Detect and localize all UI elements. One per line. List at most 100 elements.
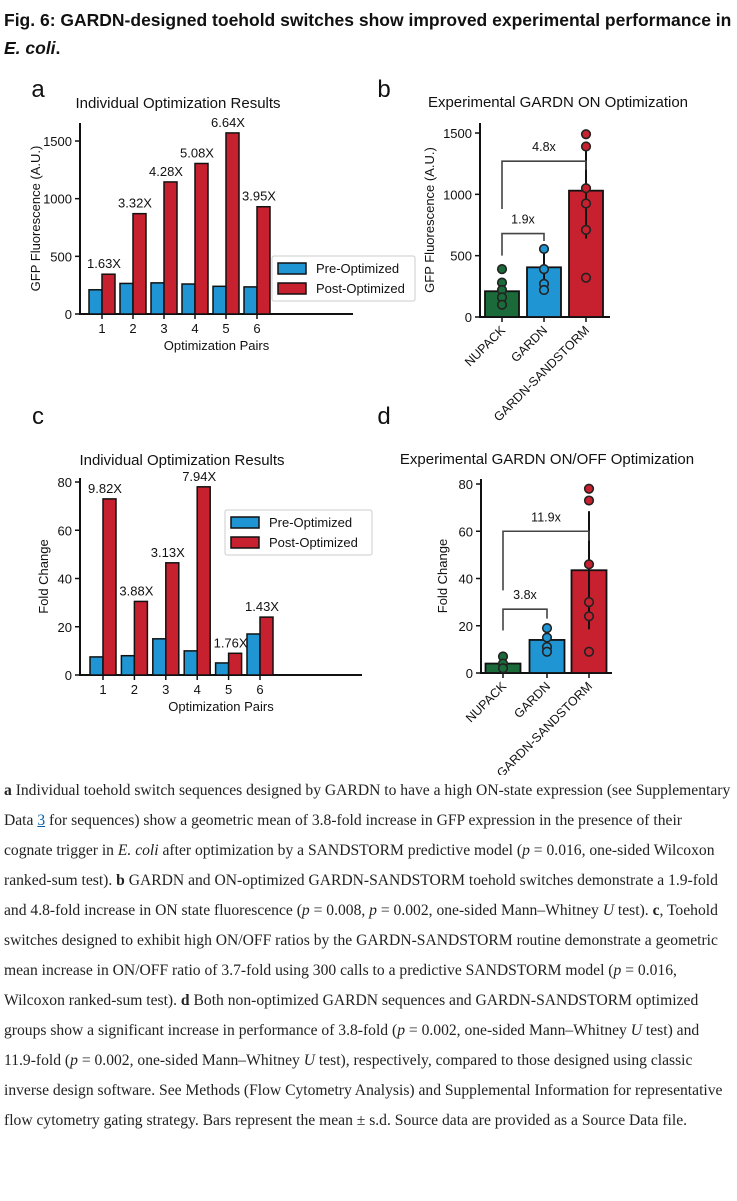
- bar-pre-optimized: [152, 638, 167, 676]
- x-axis-label: Optimization Pairs: [168, 699, 274, 714]
- data-point: [583, 611, 595, 622]
- bar-post-optimized: [165, 562, 180, 676]
- caption-text: = 0.002, one-sided Mann–Whitney: [77, 1052, 304, 1069]
- chart-title: Experimental GARDN ON/OFF Optimization: [400, 451, 694, 468]
- bracket-fold-label: 11.9x: [531, 510, 561, 524]
- fold-change-label: 3.32X: [118, 196, 152, 211]
- data-point: [496, 264, 508, 275]
- caption-text: U: [303, 1052, 315, 1069]
- caption-text: p: [301, 902, 310, 919]
- x-tick-label: 5: [222, 321, 229, 336]
- bracket-fold-label: 4.8x: [532, 140, 556, 154]
- y-tick-label: 20: [58, 620, 72, 635]
- x-tick-label: 6: [256, 682, 263, 697]
- y-tick-label: 60: [459, 524, 473, 539]
- caption-text: p: [522, 842, 530, 859]
- data-point: [583, 597, 595, 608]
- x-tick-label: 6: [253, 321, 260, 336]
- caption-text: = 0.008,: [309, 902, 370, 919]
- legend-swatch: [230, 516, 260, 529]
- panel-d: d Experimental GARDN ON/OFF Optimization F…: [377, 403, 694, 780]
- x-tick-label: GARDN: [511, 679, 553, 721]
- chart-title: Individual Optimization Results: [75, 95, 280, 112]
- data-point: [580, 129, 592, 140]
- caption-panel-label: c: [652, 902, 660, 919]
- data-point: [541, 632, 553, 643]
- caption-text: Individual toehold switch sequences desi…: [4, 782, 731, 829]
- bar-pre-optimized: [246, 633, 261, 676]
- data-point: [538, 284, 550, 296]
- panel-label: c: [32, 403, 44, 430]
- figure-title-organism: E. coli: [4, 38, 56, 58]
- caption-text: E. coli: [117, 842, 159, 859]
- bar-pre-optimized: [212, 285, 227, 315]
- x-tick-label: 4: [191, 321, 198, 336]
- y-tick-label: 80: [459, 477, 473, 492]
- bar-pre-optimized: [181, 283, 196, 315]
- y-tick-label: 60: [58, 523, 72, 538]
- significance-bracket: [502, 608, 548, 631]
- figure-caption: a Individual toehold switch sequences de…: [4, 776, 734, 1136]
- y-tick-label: 0: [65, 307, 72, 322]
- y-tick-label: 40: [459, 572, 473, 587]
- figure-content: a Individual Optimization Results GFP Fluo…: [28, 76, 694, 780]
- y-tick-label: 1500: [443, 126, 472, 141]
- panel-label: d: [377, 403, 390, 430]
- data-point: [538, 264, 550, 275]
- data-point: [496, 299, 508, 310]
- data-point: [580, 224, 592, 236]
- fold-change-label: 7.94X: [182, 469, 216, 484]
- fold-change-label: 5.08X: [180, 145, 214, 160]
- bar-pre-optimized: [120, 654, 136, 676]
- bar-post-optimized: [259, 616, 274, 676]
- bar-pre-optimized: [88, 289, 103, 315]
- x-tick-label: 3: [160, 321, 167, 336]
- x-tick-label: 1: [98, 321, 105, 336]
- legend: Pre-Optimized Post-Optimized: [224, 509, 373, 556]
- fold-change-label: 1.43X: [245, 599, 279, 614]
- data-point: [580, 198, 592, 209]
- x-tick-label: 2: [131, 682, 138, 697]
- y-tick-label: 1500: [43, 134, 72, 149]
- bar-pre-optimized: [243, 286, 258, 315]
- figure-title: Fig. 6: GARDN-designed toehold switches …: [4, 6, 732, 62]
- y-axis-label: Fold Change: [36, 539, 51, 613]
- caption-text: p: [70, 1052, 78, 1069]
- bar-post-optimized: [225, 132, 240, 315]
- caption-text: = 0.016, Wilcoxon ranked-sum test).: [4, 962, 677, 1009]
- data-point: [541, 623, 553, 634]
- bar-post-optimized: [101, 273, 116, 315]
- bar-post-optimized: [196, 486, 211, 676]
- fold-change-label: 1.76X: [214, 635, 248, 650]
- bar-post-optimized: [194, 162, 209, 315]
- chart-title: Individual Optimization Results: [79, 452, 284, 469]
- caption-link[interactable]: 3: [37, 812, 46, 829]
- y-tick-label: 0: [65, 668, 72, 683]
- legend-label: Post-Optimized: [316, 281, 405, 296]
- caption-text: p: [613, 962, 622, 979]
- bar-post-optimized: [163, 181, 178, 315]
- legend-swatch: [277, 282, 307, 295]
- y-tick-label: 1000: [443, 187, 472, 202]
- fold-change-label: 3.88X: [119, 583, 153, 598]
- y-tick-label: 0: [465, 310, 472, 325]
- caption-panel-label: d: [180, 992, 190, 1009]
- y-axis-label: GFP Fluorescence (A.U.): [422, 147, 437, 293]
- y-tick-label: 500: [450, 249, 472, 264]
- legend-label: Post-Optimized: [269, 535, 358, 550]
- legend-label: Pre-Optimized: [316, 261, 399, 276]
- x-axis-label: Optimization Pairs: [164, 338, 270, 353]
- caption-text: = 0.002, one-sided Mann–Whitney: [376, 902, 603, 919]
- fold-change-label: 3.13X: [151, 545, 185, 560]
- x-tick-label: 5: [225, 682, 232, 697]
- bar-post-optimized: [102, 498, 117, 676]
- legend-box: [224, 509, 373, 556]
- figure-panels: a Individual Optimization Results GFP Fluo…: [0, 70, 737, 780]
- fold-change-label: 9.82X: [88, 481, 122, 496]
- y-axis-label: GFP Fluorescence (A.U.): [28, 146, 43, 292]
- data-point: [580, 183, 592, 194]
- bar-post-optimized: [132, 212, 147, 315]
- caption-text: test) and 11.9-fold (: [4, 1022, 700, 1069]
- fold-change-label: 1.63X: [87, 256, 121, 271]
- caption-text: for sequences) show a geometric mean of …: [4, 812, 682, 859]
